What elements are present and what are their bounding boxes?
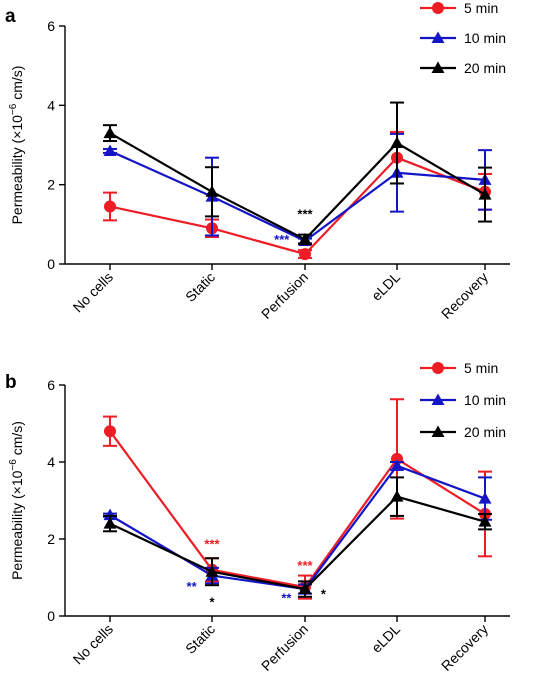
data-point [390,490,404,502]
data-point [299,248,311,261]
y-axis-label: Permeability (×10−6 cm/s) [8,421,25,580]
legend-marker [432,362,444,374]
data-point [205,185,219,197]
series-10-min [103,459,492,595]
series-line [109,495,486,591]
significance-marker: ** [281,591,292,606]
y-tick-label: 0 [47,256,55,272]
x-tick-label: Static [182,269,218,305]
y-tick-label: 2 [47,531,55,547]
significance-marker: ** [187,579,198,594]
data-point [390,459,404,471]
data-point [390,136,404,149]
legend-label: 5 min [464,360,498,376]
x-tick-label: Perfusion [258,621,311,674]
significance-marker: * [209,594,215,609]
series-5-min [103,130,492,261]
legend-label: 20 min [464,60,506,76]
data-point [103,144,117,156]
y-tick-label: 2 [47,177,55,193]
data-point [103,508,117,521]
data-point [298,232,312,245]
significance-marker: *** [274,232,290,247]
panel-label: b [5,372,17,393]
legend-label: 10 min [464,30,506,46]
series-10-min [103,132,492,246]
series-20-min [103,476,492,598]
data-point [205,565,219,577]
data-point [103,126,117,139]
legend-marker [431,393,445,405]
x-tick-label: Recovery [438,269,491,322]
significance-marker: *** [204,537,220,552]
panel-label: a [5,6,16,27]
x-tick-label: No cells [70,621,117,668]
chart-panel-b: b 0 2 4 6 Permeability (×10−6 cm/s) No cells St… [5,360,510,674]
data-point [478,515,492,527]
series-line [109,132,486,241]
data-point [104,425,116,438]
significance-marker: *** [297,558,313,573]
legend-label: 10 min [464,392,506,408]
legend-label: 20 min [464,424,506,440]
data-point [298,582,312,595]
legend-marker [431,61,445,73]
x-tick-label: eLDL [368,269,403,304]
legend-marker [431,31,445,43]
significance-marker: *** [297,206,313,221]
x-tick-label: Static [182,621,218,657]
legend-marker [432,2,444,14]
y-tick-label: 0 [47,608,55,624]
y-tick-label: 6 [47,18,55,34]
y-tick-label: 4 [47,97,55,113]
data-point [478,492,492,504]
significance-marker: * [321,587,327,602]
x-tick-label: Recovery [438,621,491,674]
y-axis-label: Permeability (×10−6 cm/s) [8,66,25,225]
y-tick-label: 4 [47,454,55,470]
chart-panel-a: a 0 2 4 6 Permeability (×10−6 cm/s) No cells St… [5,0,510,322]
data-point [104,200,116,213]
x-tick-label: eLDL [368,621,403,656]
series-20-min [103,101,492,246]
legend-label: 5 min [464,0,498,16]
data-point [478,188,492,200]
x-tick-label: Perfusion [258,269,311,322]
y-tick-label: 6 [47,377,55,393]
data-point [103,517,117,529]
legend-marker [431,425,445,437]
x-tick-label: No cells [70,269,117,316]
